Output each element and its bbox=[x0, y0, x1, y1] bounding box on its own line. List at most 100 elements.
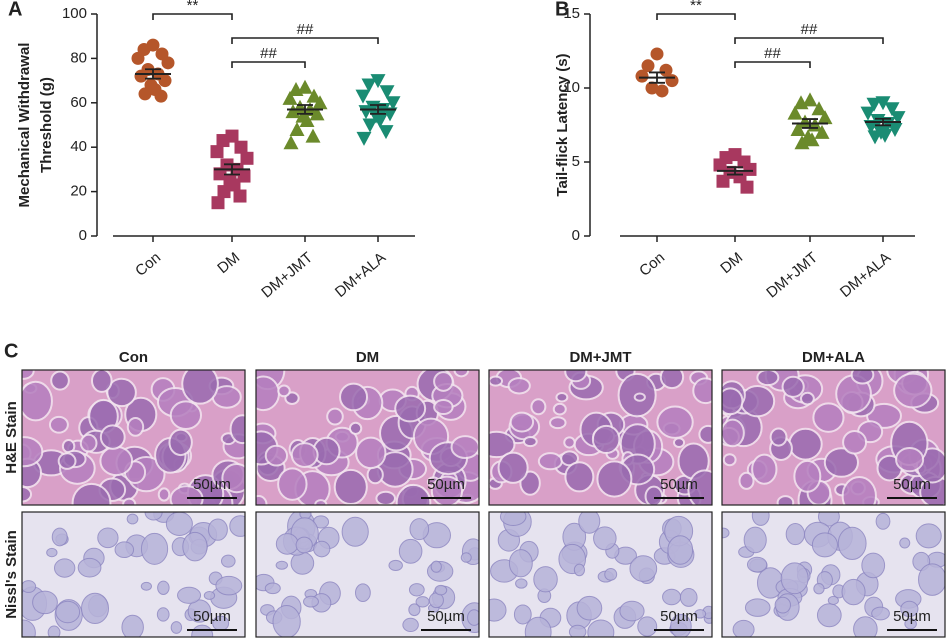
cell bbox=[813, 583, 825, 595]
cell bbox=[90, 370, 113, 393]
sem-bar bbox=[370, 104, 386, 115]
cell bbox=[743, 526, 767, 554]
cell bbox=[314, 499, 328, 505]
point bbox=[158, 74, 172, 88]
point bbox=[733, 170, 747, 184]
cell bbox=[57, 452, 77, 470]
point bbox=[635, 69, 649, 83]
cell bbox=[722, 527, 730, 539]
cell bbox=[746, 556, 768, 573]
point bbox=[237, 169, 251, 183]
cell bbox=[169, 400, 203, 431]
cell bbox=[788, 427, 823, 461]
cell bbox=[489, 430, 516, 459]
cell bbox=[177, 586, 202, 604]
cell bbox=[47, 625, 61, 637]
point bbox=[154, 89, 168, 103]
cell bbox=[756, 370, 780, 387]
column-header: DM+JMT bbox=[569, 349, 631, 366]
point bbox=[866, 97, 882, 112]
cell bbox=[530, 398, 547, 416]
y-tick-label: 20 bbox=[70, 183, 87, 200]
point bbox=[797, 114, 813, 129]
point bbox=[814, 124, 830, 139]
point bbox=[161, 56, 175, 70]
cell bbox=[229, 414, 245, 445]
point bbox=[138, 87, 152, 101]
point bbox=[361, 78, 377, 93]
micrograph bbox=[256, 512, 479, 637]
cell bbox=[875, 512, 891, 530]
cell bbox=[537, 452, 563, 471]
cell bbox=[157, 487, 171, 502]
y-tick-label: 0 bbox=[572, 227, 580, 244]
point bbox=[285, 104, 301, 119]
point bbox=[306, 88, 322, 103]
sem-bar bbox=[802, 118, 818, 129]
micrograph bbox=[722, 512, 945, 637]
cell bbox=[637, 616, 658, 637]
scale-bar-label: 50µm bbox=[660, 476, 698, 493]
cell bbox=[22, 436, 44, 468]
sem-bar bbox=[145, 68, 161, 80]
cell bbox=[433, 371, 454, 392]
x-tick-label: Con bbox=[636, 249, 668, 280]
cell bbox=[841, 578, 866, 606]
point bbox=[379, 85, 395, 100]
cell bbox=[467, 609, 479, 626]
point bbox=[713, 158, 727, 172]
cell bbox=[339, 382, 369, 412]
cell bbox=[53, 558, 76, 578]
cell bbox=[22, 619, 36, 637]
micrograph-border bbox=[721, 369, 946, 506]
point bbox=[299, 113, 315, 128]
point bbox=[743, 162, 757, 176]
cell bbox=[203, 590, 216, 600]
cell bbox=[409, 518, 430, 541]
cell bbox=[341, 516, 369, 547]
cell bbox=[170, 621, 183, 634]
cell bbox=[402, 617, 419, 633]
cell bbox=[32, 590, 58, 615]
point bbox=[355, 89, 371, 104]
y-tick-label: 5 bbox=[572, 153, 580, 170]
cell bbox=[841, 475, 877, 505]
micrograph-border bbox=[488, 511, 713, 638]
sem-bar bbox=[224, 163, 240, 176]
cell bbox=[555, 392, 569, 403]
cell bbox=[499, 512, 527, 527]
cell bbox=[629, 555, 658, 582]
cell bbox=[596, 460, 633, 498]
cell bbox=[568, 624, 587, 637]
cell bbox=[698, 424, 712, 444]
point bbox=[665, 74, 679, 88]
cell bbox=[395, 483, 432, 505]
cell bbox=[644, 485, 664, 505]
cell bbox=[739, 385, 776, 418]
cell bbox=[781, 375, 805, 398]
cell bbox=[563, 436, 576, 449]
micrograph-border bbox=[255, 511, 480, 638]
micrograph bbox=[489, 512, 712, 637]
cell bbox=[326, 407, 344, 426]
point bbox=[794, 135, 810, 150]
panel-label: A bbox=[8, 0, 22, 20]
cell bbox=[738, 471, 755, 490]
cell bbox=[573, 563, 585, 577]
point bbox=[227, 178, 241, 192]
significance-bracket bbox=[152, 13, 233, 20]
cell bbox=[670, 613, 692, 637]
cell bbox=[489, 598, 507, 622]
point bbox=[216, 134, 230, 148]
point bbox=[289, 121, 305, 136]
cell bbox=[460, 552, 472, 563]
y-tick-label: 15 bbox=[563, 5, 580, 22]
cell bbox=[182, 531, 208, 562]
x-tick-label: DM+JMT bbox=[258, 249, 316, 301]
y-axis-label: Tail-flick Latency (s) bbox=[554, 53, 571, 196]
significance-label: ## bbox=[260, 45, 277, 62]
cell bbox=[433, 398, 454, 416]
cell bbox=[77, 557, 102, 578]
significance-bracket bbox=[231, 61, 306, 68]
